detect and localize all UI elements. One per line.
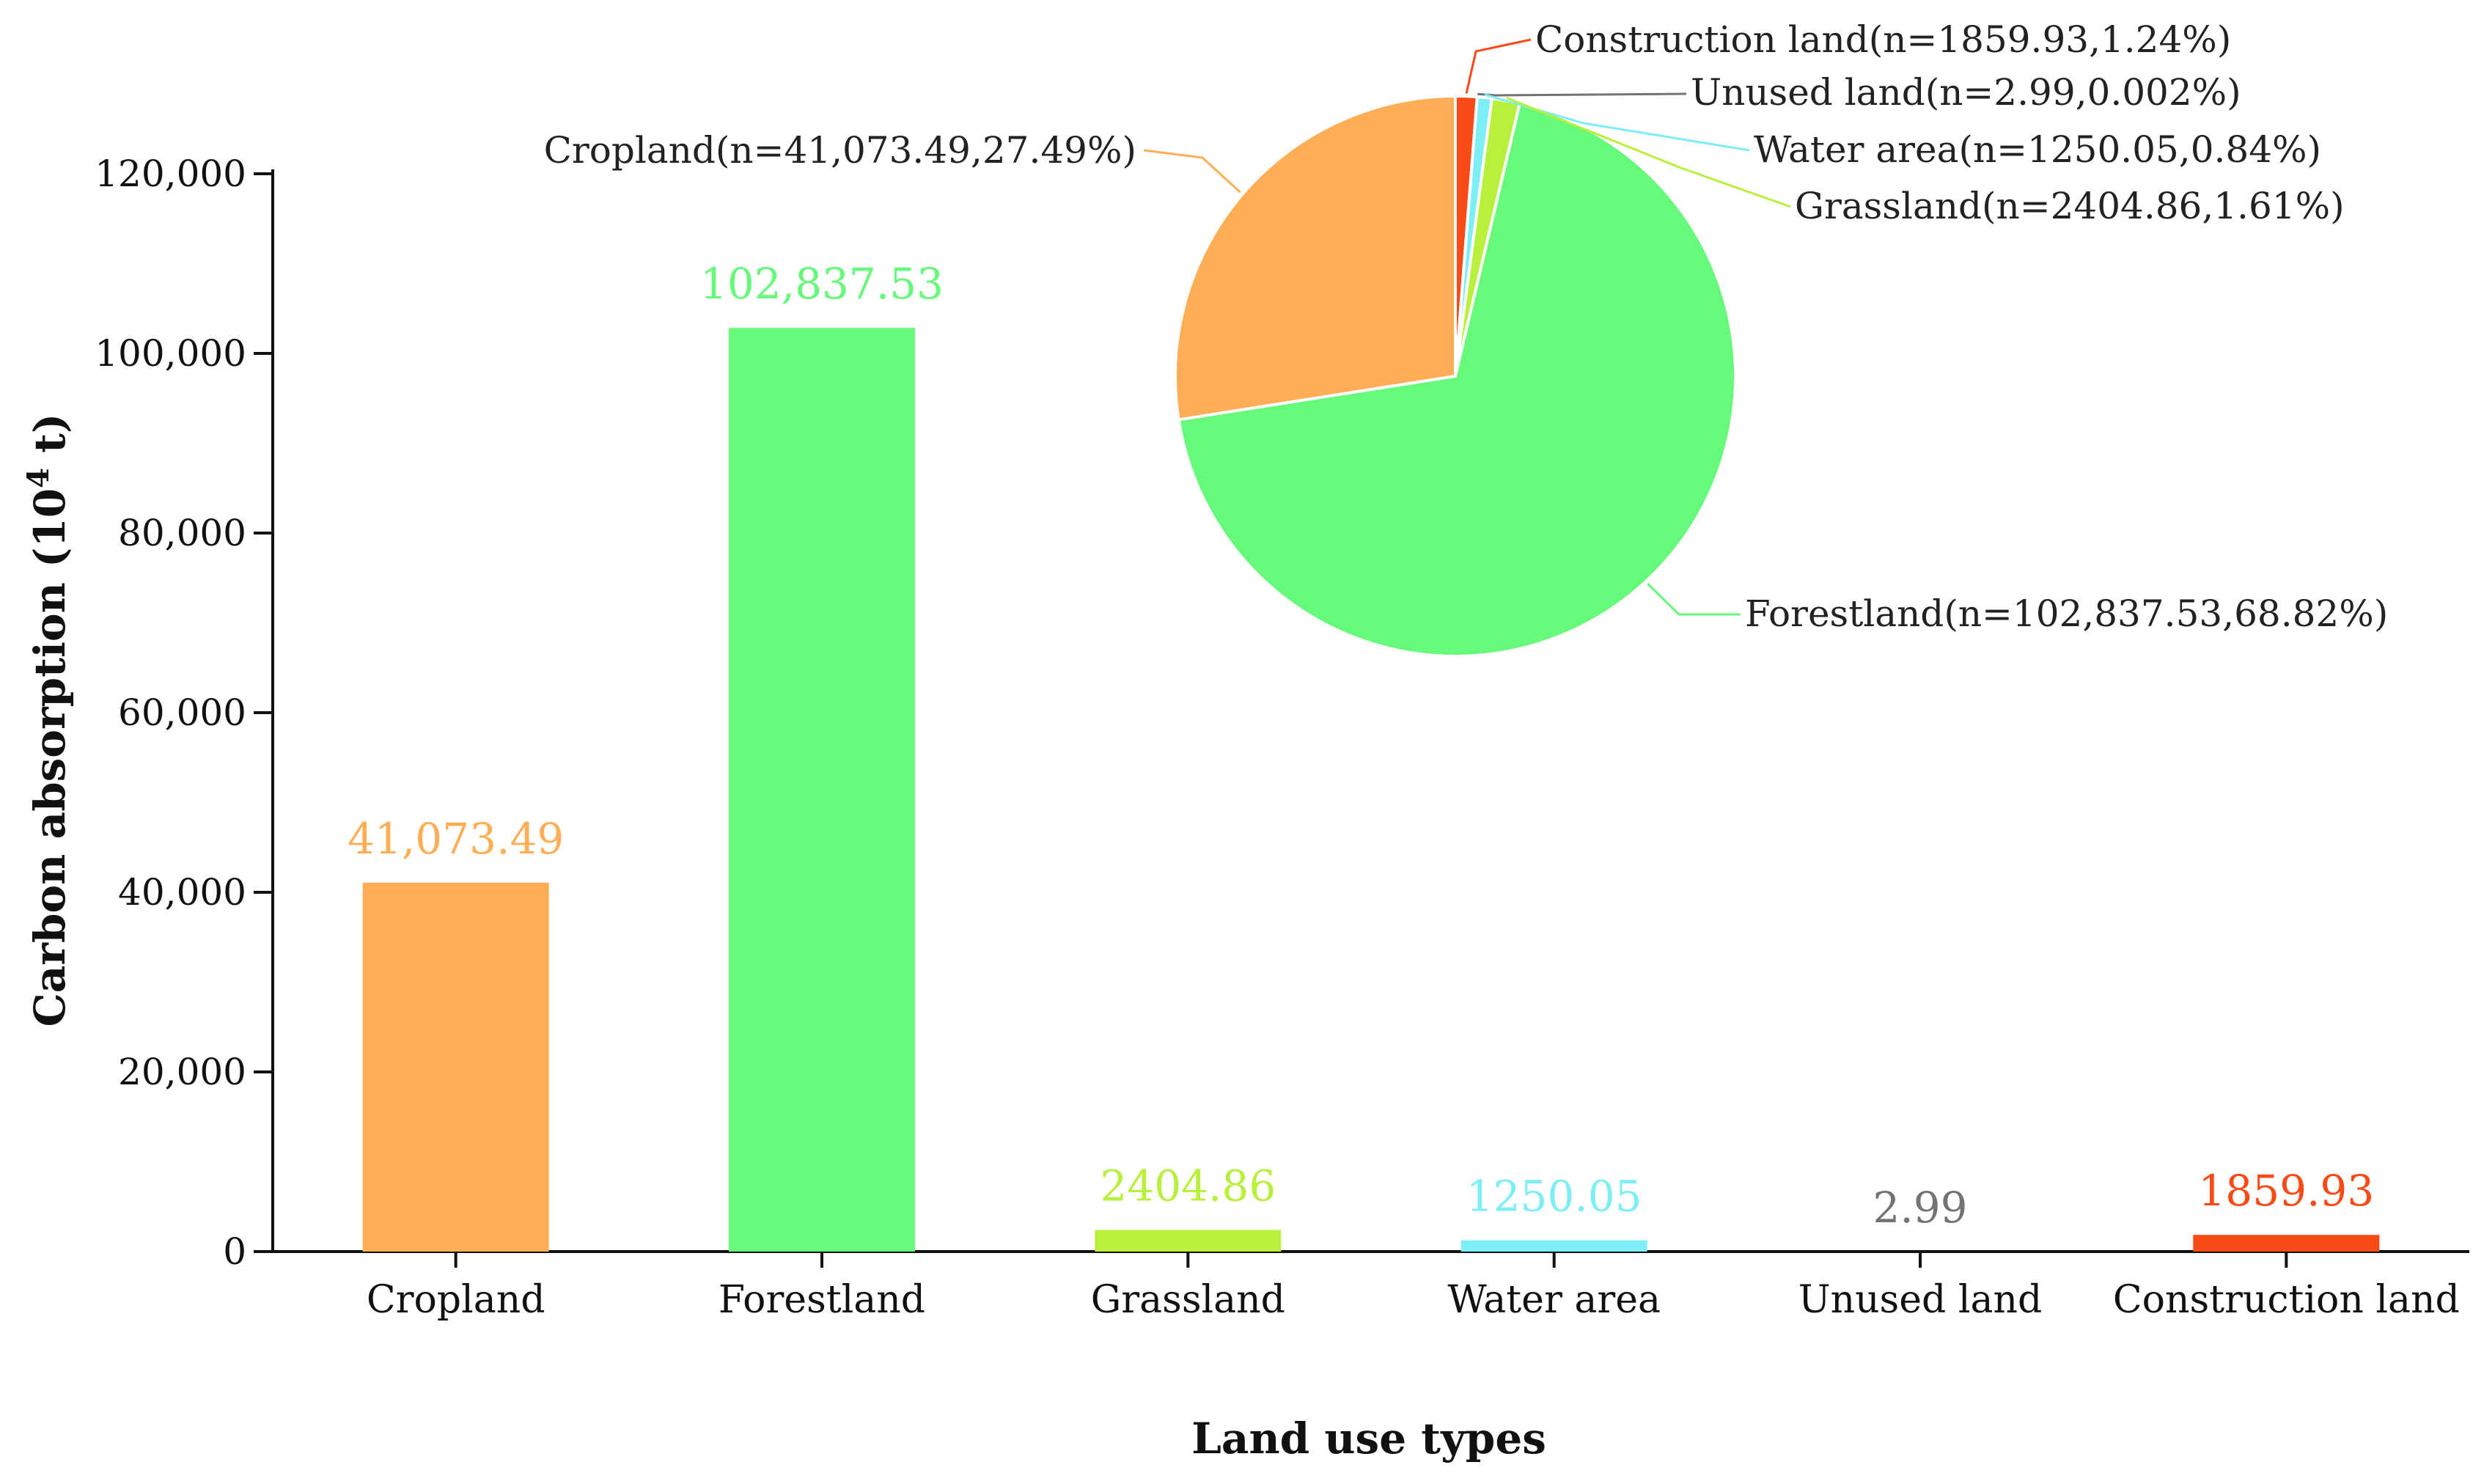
y-axis-title: Carbon absorption (104 t) bbox=[21, 414, 75, 1027]
pie-leader-line bbox=[1143, 149, 1241, 194]
pie-label-construction-land: Construction land(n=1859.93,1.24%) bbox=[1535, 18, 2231, 61]
pie-leader-line bbox=[1484, 93, 1750, 152]
y-axis-title-main: Carbon absorption (10 bbox=[25, 488, 75, 1027]
bar-chart: 020,00040,00060,00080,000100,000120,000 … bbox=[21, 153, 2469, 1463]
pie-leader-line bbox=[1506, 96, 1791, 208]
bar-forestland bbox=[729, 328, 915, 1252]
y-tick-label: 20,000 bbox=[118, 1051, 246, 1093]
y-tick-label: 100,000 bbox=[95, 332, 246, 375]
y-tick-label: 40,000 bbox=[118, 871, 246, 914]
pie-slices bbox=[1174, 94, 1737, 658]
x-axis-title: Land use types bbox=[1191, 1414, 1546, 1463]
x-tick-label: Grassland bbox=[1091, 1278, 1285, 1322]
bar-cropland bbox=[362, 882, 549, 1252]
x-tick-label: Construction land bbox=[2113, 1278, 2460, 1322]
pie-label-cropland: Cropland(n=41,073.49,27.49%) bbox=[544, 129, 1136, 172]
pie-label-grassland: Grassland(n=2404.86,1.61%) bbox=[1795, 185, 2345, 227]
pie-slice-cropland bbox=[1174, 94, 1457, 422]
inset-pie-chart: Construction land(n=1859.93,1.24%) Unused… bbox=[544, 18, 2389, 658]
y-tick-label: 60,000 bbox=[118, 691, 246, 734]
x-tick-label: Cropland bbox=[367, 1278, 545, 1322]
bar-construction-land bbox=[2193, 1235, 2380, 1252]
pie-label-water-area: Water area(n=1250.05,0.84%) bbox=[1754, 128, 2321, 171]
y-tick-label: 120,000 bbox=[95, 153, 246, 195]
pie-label-forestland: Forestland(n=102,837.53,68.82%) bbox=[1745, 592, 2388, 635]
bar-value-label: 1250.05 bbox=[1466, 1172, 1642, 1222]
bar-value-labels: 41,073.49 102,837.53 2404.86 1250.05 2.99 185… bbox=[348, 259, 2374, 1233]
x-axis: Cropland Forestland Grassland Water area Unu… bbox=[273, 1250, 2469, 1322]
pie-leader-line bbox=[1465, 38, 1532, 94]
bar-grassland bbox=[1095, 1230, 1282, 1252]
x-tick-label: Forestland bbox=[719, 1278, 925, 1322]
bar-value-label: 2.99 bbox=[1873, 1183, 1967, 1233]
bar-value-label: 102,837.53 bbox=[700, 259, 944, 309]
pie-leader-line bbox=[1647, 583, 1741, 616]
pie-slice-forestland bbox=[1177, 101, 1737, 658]
y-axis: 0 20,000 40,000 60,000 80,000 100,000 120,000 bbox=[95, 153, 274, 1273]
pie-labels: Construction land(n=1859.93,1.24%) Unused… bbox=[544, 18, 2389, 635]
bar-value-label: 2404.86 bbox=[1100, 1161, 1276, 1211]
bar-value-label: 41,073.49 bbox=[348, 814, 564, 864]
y-axis-title-suffix: t) bbox=[25, 414, 75, 468]
bar-value-label: 1859.93 bbox=[2198, 1166, 2374, 1216]
pie-leader-line bbox=[1477, 92, 1687, 97]
y-tick-label: 80,000 bbox=[118, 512, 246, 554]
pie-leader-lines bbox=[1143, 38, 1791, 616]
bar-series bbox=[362, 328, 2380, 1252]
bar-water-area bbox=[1460, 1240, 1647, 1252]
y-tick-label: 0 bbox=[223, 1230, 246, 1273]
y-axis-title-superscript: 4 bbox=[21, 468, 56, 488]
x-tick-label: Water area bbox=[1447, 1278, 1661, 1322]
x-tick-label: Unused land bbox=[1798, 1278, 2043, 1322]
pie-label-unused-land: Unused land(n=2.99,0.002%) bbox=[1691, 71, 2241, 114]
